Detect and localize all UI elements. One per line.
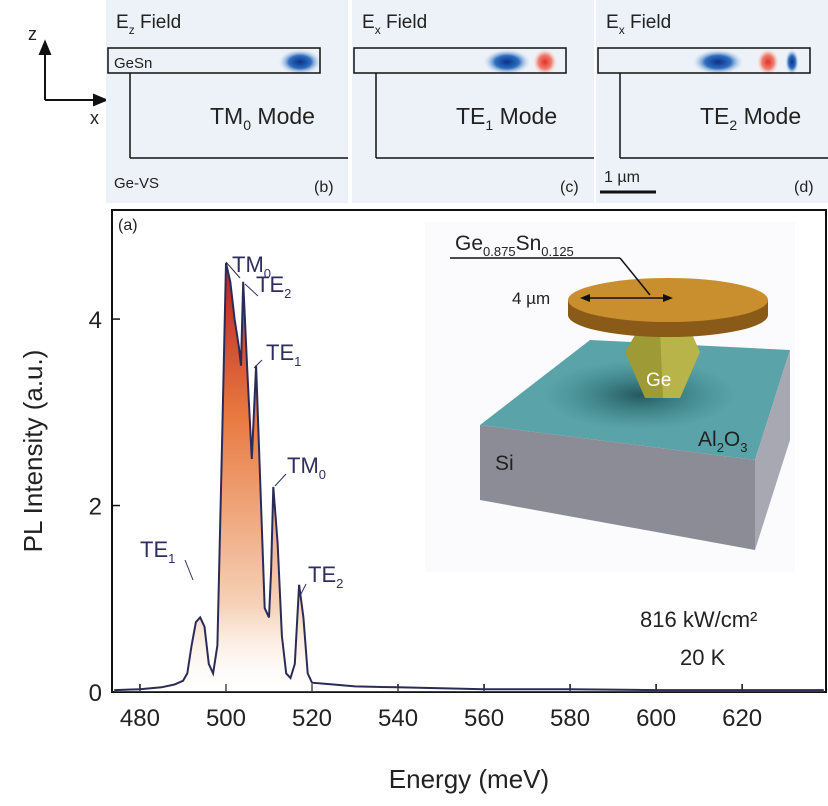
label-part: E [362,12,375,33]
panel-label: (b) [314,179,334,196]
panel-label: (d) [794,179,814,196]
field-lobe [692,49,744,75]
diameter-label: 4 µm [512,289,550,308]
field-lobe [757,49,779,75]
y-axis-title: PL Intensity (a.u.) [18,350,48,553]
layer-label: Ge-VS [114,175,159,192]
label-part: Field [381,12,427,33]
label-part: Mode [251,103,315,129]
label-sub: 2 [336,576,343,591]
field-lobe [533,49,557,75]
axis-glyph-x: x [90,108,99,128]
x-tick-label: 580 [550,705,590,732]
label-part: O [724,428,740,451]
label-part: Al [698,428,717,451]
scale-label: 1 µm [604,169,640,186]
label-sub: 0 [243,117,251,133]
label-sub: 1 [168,551,175,566]
mode-label: TE1 Mode [456,103,557,133]
x-tick-label: 560 [464,705,504,732]
label-part: Sn [516,232,542,255]
x-tick-label: 480 [120,705,160,732]
y-tick-label: 4 [89,307,102,334]
label-part: TE [308,562,336,587]
layer-label: GeSn [114,55,152,72]
pillar-label: Ge [646,370,671,391]
x-tick-label: 620 [722,705,762,732]
inset-schematic: Ge0.875Sn0.125 4 µm Ge Al2O3 Si [425,222,795,572]
label-part: TE [256,272,284,297]
mode-label: TM0 Mode [210,103,315,133]
label-part: Mode [493,103,557,129]
x-tick-label: 520 [292,705,332,732]
label-part: Field [625,12,671,33]
x-tick-label: 600 [636,705,676,732]
field-lobe [785,49,799,75]
label-part: Field [135,12,181,33]
label-part: Ge [455,232,483,255]
label-sub: 2 [284,286,291,301]
panel-label: (c) [560,179,579,196]
label-part: TM [210,103,243,129]
label-sub: 2 [717,440,724,455]
label-sub: 0 [319,467,326,482]
label-sub: 3 [740,440,747,455]
mode-label: TE2 Mode [700,103,801,133]
x-tick-label: 540 [378,705,418,732]
field-lobe [483,49,531,75]
label-sub: 1 [294,354,301,369]
condition-power: 816 kW/cm² [640,607,757,632]
label-part: E [116,12,129,33]
label-part: TE [266,340,294,365]
x-axis-title: Energy (meV) [389,764,549,794]
x-tick-label: 500 [206,705,246,732]
field-lobe [278,49,322,75]
panel-label: (a) [118,217,138,234]
label-sub: 0.125 [541,244,574,259]
label-sub: 2 [729,117,737,133]
label-part: Mode [737,103,801,129]
condition-temperature: 20 K [680,645,726,670]
y-tick-label: 0 [89,680,102,707]
label-part: TE [456,103,485,129]
label-sub: 1 [485,117,493,133]
y-tick-label: 2 [89,494,102,521]
label-part: E [606,12,619,33]
figure: z x Ez FieldTM0 Mode(b)GeSnGe-VSEx Field… [0,0,828,806]
label-part: TE [140,537,168,562]
label-sub: 0.875 [483,244,516,259]
label-part: TM [287,453,319,478]
substrate-label: Si [495,452,514,475]
axis-glyph-z: z [28,24,37,44]
label-part: TE [700,103,729,129]
axes-glyph [40,42,106,105]
